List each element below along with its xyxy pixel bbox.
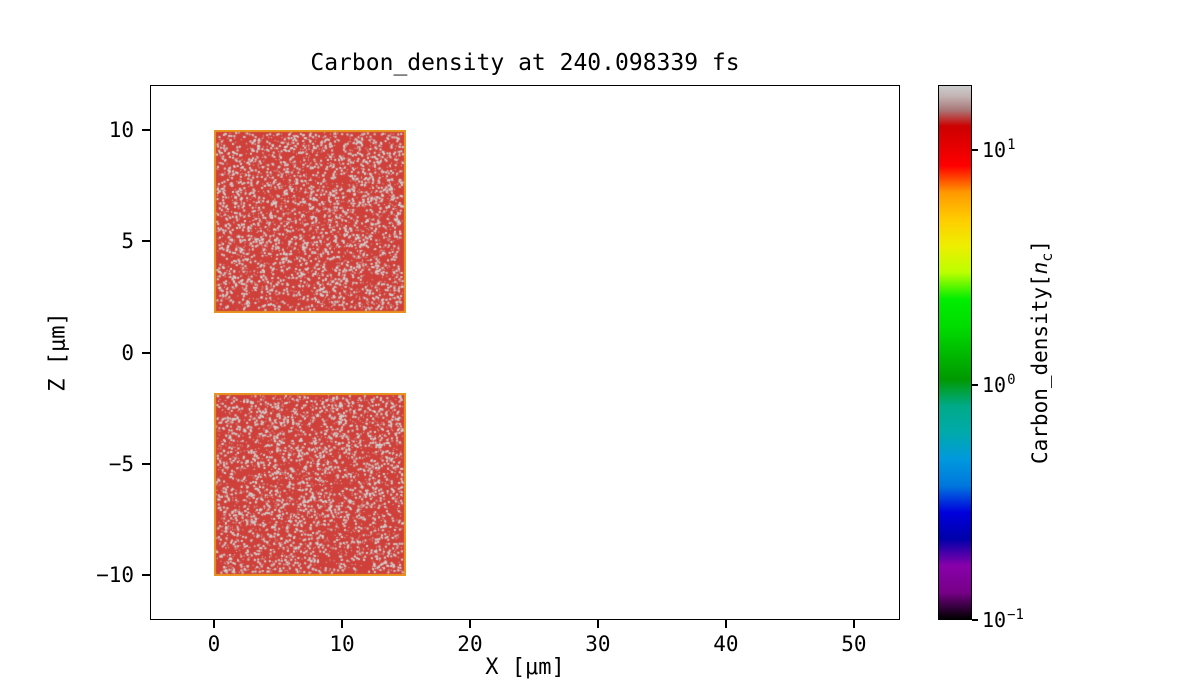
colorbar-tick-mark bbox=[972, 619, 978, 621]
carbon-slab-upper bbox=[213, 129, 406, 313]
colorbar-tick-mark bbox=[972, 149, 978, 152]
colorbar-tick-base: 10 bbox=[982, 373, 1007, 398]
x-tick-mark bbox=[212, 620, 215, 628]
y-axis-label: Z [μm] bbox=[45, 312, 71, 392]
y-tick-mark bbox=[142, 574, 150, 577]
x-tick-label: 10 bbox=[329, 632, 355, 656]
colorbar-tick-label: 100 bbox=[982, 372, 1016, 398]
x-tick-label: 50 bbox=[841, 632, 867, 656]
x-tick-mark bbox=[340, 620, 343, 628]
colorbar-label-variable: n bbox=[1027, 261, 1052, 275]
colorbar-tick-exponent: −1 bbox=[1007, 607, 1024, 623]
y-tick-mark bbox=[142, 240, 150, 243]
x-axis-label: X [μm] bbox=[485, 655, 565, 680]
y-tick-label: 10 bbox=[108, 117, 134, 142]
x-tick-label: 0 bbox=[207, 632, 221, 656]
y-tick-mark bbox=[142, 128, 150, 131]
y-tick-label: −10 bbox=[96, 563, 134, 588]
colorbar-tick-base: 10 bbox=[982, 608, 1007, 632]
colorbar-label: Carbon_density[nc] bbox=[1028, 240, 1056, 464]
x-tick-mark bbox=[724, 620, 727, 628]
colorbar bbox=[938, 85, 972, 620]
y-tick-mark bbox=[142, 351, 150, 354]
x-tick-label: 20 bbox=[457, 632, 483, 656]
y-tick-label: −5 bbox=[108, 451, 134, 476]
colorbar-label-subscript: c bbox=[1038, 252, 1057, 262]
colorbar-label-prefix: Carbon_density[ bbox=[1027, 274, 1052, 464]
colorbar-tick-label: 10−1 bbox=[982, 607, 1024, 632]
x-tick-mark bbox=[468, 620, 471, 628]
x-tick-label: 30 bbox=[585, 632, 611, 656]
colorbar-label-suffix: ] bbox=[1027, 240, 1052, 253]
colorbar-tick-label: 101 bbox=[982, 137, 1016, 163]
colorbar-tick-mark bbox=[972, 384, 978, 387]
colorbar-tick-exponent: 1 bbox=[1007, 137, 1016, 154]
plot-area bbox=[150, 85, 900, 620]
y-tick-mark bbox=[142, 462, 150, 465]
x-tick-mark bbox=[852, 620, 855, 628]
carbon-slab-lower bbox=[213, 392, 406, 576]
colorbar-tick-exponent: 0 bbox=[1007, 372, 1016, 389]
y-tick-label: 0 bbox=[121, 340, 134, 365]
colorbar-tick-base: 10 bbox=[982, 138, 1007, 163]
x-tick-mark bbox=[596, 620, 599, 628]
y-tick-label: 5 bbox=[121, 229, 134, 254]
x-tick-label: 40 bbox=[713, 632, 739, 656]
chart-title: Carbon_density at 240.098339 fs bbox=[310, 50, 740, 76]
